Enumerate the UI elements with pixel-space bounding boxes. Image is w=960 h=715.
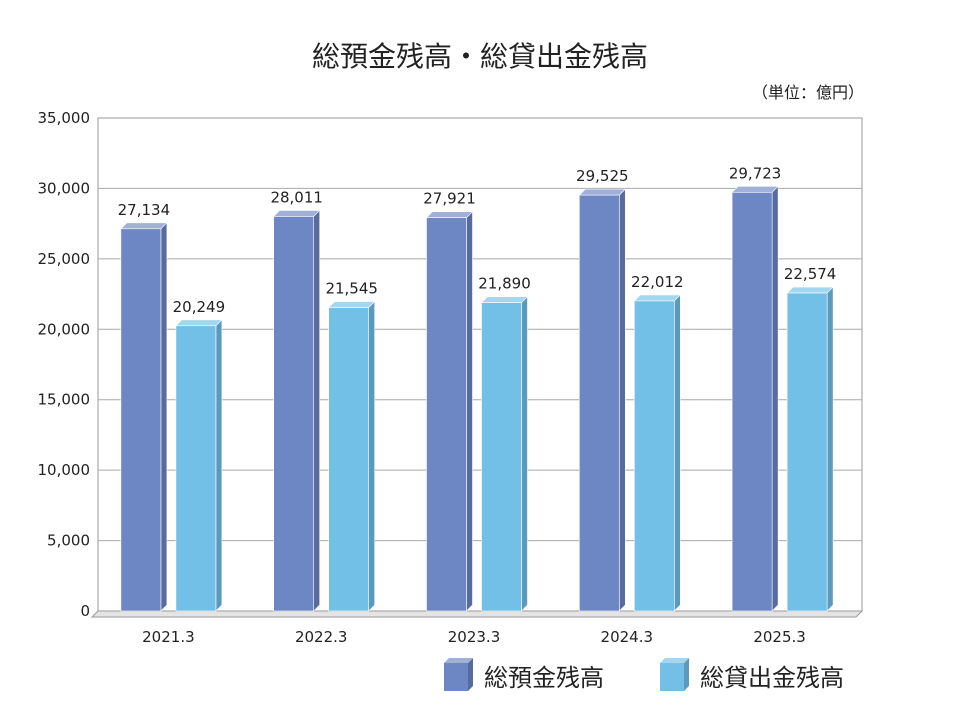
bar-side — [771, 185, 779, 612]
bar-front — [786, 292, 828, 612]
bar-top — [272, 210, 321, 217]
data-label: 20,249 — [173, 298, 226, 316]
bar-front — [731, 192, 773, 612]
bar-side — [215, 319, 223, 612]
data-labels: 27,134 20,249 28,011 21,545 27,921 21,890 29,5… — [118, 164, 837, 315]
bar-top — [480, 296, 529, 303]
bar-top — [327, 301, 376, 308]
bar-top — [578, 188, 627, 196]
bar-front — [426, 217, 467, 612]
legend-swatch-top — [444, 658, 473, 663]
bar-top — [633, 294, 682, 302]
bar-top — [425, 211, 474, 219]
y-tick-label: 35,000 — [38, 109, 91, 127]
bar — [786, 286, 834, 612]
bar-side — [313, 209, 321, 612]
data-label: 29,723 — [729, 164, 782, 182]
legend-label: 総預金残高 — [484, 664, 604, 692]
bar-side — [618, 188, 626, 612]
plot-area — [90, 117, 864, 618]
bar-top — [786, 286, 834, 294]
bar — [425, 210, 474, 612]
bar-side — [466, 210, 473, 612]
data-label: 28,011 — [270, 188, 323, 206]
x-tick-label: 2023.3 — [448, 628, 501, 646]
bar-front — [328, 307, 370, 612]
legend-swatch — [660, 663, 684, 691]
unit-label: （単位：億円） — [752, 83, 864, 102]
bar-side — [826, 286, 834, 612]
x-tick-label: 2022.3 — [295, 628, 348, 646]
x-tick-label: 2025.3 — [753, 628, 806, 646]
y-axis: 0 5,000 10,000 15,000 20,000 25,000 30,000 35,0… — [38, 109, 91, 620]
bar — [120, 222, 168, 612]
bar-top — [731, 186, 779, 193]
bar-side — [673, 294, 681, 612]
y-tick-label: 20,000 — [38, 320, 91, 338]
bar — [272, 209, 321, 612]
bar-side — [368, 300, 376, 612]
bar — [327, 300, 376, 612]
bar-front — [175, 325, 217, 612]
bar — [578, 188, 627, 612]
y-tick-label: 0 — [80, 602, 90, 620]
legend-item: 総貸出金残高 — [660, 658, 844, 692]
legend-swatch-side — [684, 658, 689, 691]
legend: 総預金残高 総貸出金残高 — [444, 658, 844, 692]
chart-title: 総預金残高・総貸出金残高 — [312, 40, 648, 73]
data-label: 21,545 — [325, 280, 378, 298]
bar-side — [160, 222, 168, 612]
bar-front — [633, 300, 675, 612]
x-axis: 2021.3 2022.3 2023.3 2024.3 2025.3 — [142, 628, 806, 646]
legend-swatch-top — [660, 658, 689, 663]
y-tick-label: 10,000 — [38, 461, 91, 479]
y-tick-label: 15,000 — [38, 391, 91, 409]
bar — [633, 294, 682, 612]
legend-item: 総預金残高 — [444, 658, 604, 692]
bar-top — [175, 319, 223, 327]
y-tick-label: 30,000 — [38, 179, 91, 197]
legend-swatch — [444, 663, 468, 691]
x-tick-label: 2024.3 — [601, 628, 654, 646]
data-label: 22,012 — [631, 273, 684, 291]
data-label: 22,574 — [784, 265, 837, 283]
bar-side — [521, 295, 528, 612]
plot-floor — [90, 610, 864, 618]
data-label: 29,525 — [576, 167, 629, 185]
bar — [175, 319, 223, 612]
legend-swatch-side — [468, 658, 473, 691]
y-tick-label: 25,000 — [38, 250, 91, 268]
legend-label: 総貸出金残高 — [700, 664, 844, 692]
bar — [731, 185, 779, 612]
data-label: 27,134 — [118, 201, 171, 219]
bar-front — [481, 302, 522, 612]
x-tick-label: 2021.3 — [142, 628, 195, 646]
bar-front — [578, 194, 620, 612]
bar-front — [273, 216, 315, 612]
data-label: 27,921 — [423, 190, 476, 208]
data-label: 21,890 — [478, 275, 531, 293]
bar — [480, 295, 529, 612]
bars — [120, 185, 834, 612]
bar-top — [120, 222, 168, 230]
y-tick-label: 5,000 — [47, 532, 90, 550]
bar-front — [120, 228, 162, 612]
